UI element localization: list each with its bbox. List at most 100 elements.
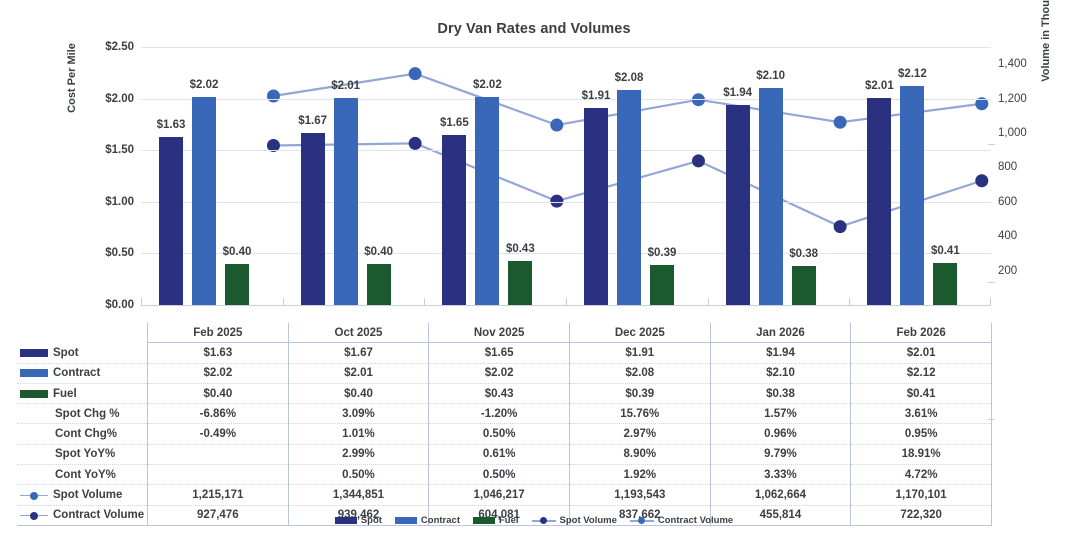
table-row-label-cell: Spot — [17, 342, 148, 364]
category-tick — [141, 298, 142, 305]
line-marker — [550, 118, 564, 132]
gridline — [141, 98, 991, 100]
bar-contract — [758, 88, 783, 305]
table-row: Spot $1.63 $1.67 $1.65 $1.91 $1.94 $2.01 — [17, 342, 992, 364]
y-axis-left-ticks: $0.00 $0.50 $1.00 $1.50 $2.00 $2.50 — [62, 41, 134, 311]
line-marker — [266, 89, 280, 103]
legend-label: Fuel — [498, 515, 519, 526]
table-row-label: Cont Chg% — [55, 428, 117, 441]
bar-value-label: $0.40 — [364, 245, 394, 258]
line-marker — [408, 136, 422, 150]
table-cell: 1.01% — [288, 423, 430, 445]
table-cell: 1.92% — [569, 464, 711, 486]
y-axis-right-ticks: 200 400 600 800 1,000 1,200 1,400 — [988, 47, 1046, 421]
y-axis-right-tick-label: 1,400 — [998, 58, 1027, 71]
bar-contract — [192, 96, 216, 305]
line-marker — [691, 93, 705, 107]
gridline — [141, 253, 991, 255]
legend-label: Contract Volume — [657, 515, 734, 526]
volume-lines — [266, 67, 989, 234]
table-cell: $0.40 — [147, 383, 289, 405]
legend-item[interactable]: Spot Volume — [531, 515, 617, 526]
legend-line-marker-icon — [20, 511, 48, 520]
bar-contract — [333, 97, 358, 305]
table-cell: 1,062,664 — [710, 484, 852, 506]
legend-swatch-icon — [20, 369, 48, 378]
table-row-label-cell: Spot Chg % — [17, 403, 148, 425]
table-column-header: Jan 2026 — [710, 323, 852, 344]
legend-item[interactable]: Contract Volume — [629, 515, 734, 526]
bar-fuel — [933, 262, 958, 305]
legend-line-marker-icon — [629, 516, 654, 525]
bar-value-label: $2.01 — [331, 79, 361, 92]
legend-item[interactable]: Spot — [334, 515, 382, 526]
table-row-label: Spot Volume — [53, 489, 123, 502]
legend-line-marker-icon — [531, 516, 556, 525]
y-axis-left-tick-label: $2.00 — [105, 92, 134, 105]
table-row-label: Fuel — [53, 387, 77, 400]
bar-value-label: $0.38 — [789, 247, 819, 260]
table-cell: 1,046,217 — [428, 484, 570, 506]
table-cell: $2.01 — [288, 363, 430, 384]
table-column-header: Nov 2025 — [428, 323, 570, 344]
table-cell: 722,320 — [850, 505, 992, 526]
line-marker — [408, 67, 422, 81]
table-row: Spot Chg % -6.86% 3.09% -1.20% 15.76% 1.57% 3.… — [17, 403, 992, 425]
table-cell: 837,662 — [569, 505, 711, 526]
table-row: Cont Chg% -0.49% 1.01% 0.50% 2.97% 0.96% 0.95% — [17, 423, 992, 445]
table-cell: 4.72% — [850, 464, 992, 486]
table-cell: -1.20% — [428, 403, 570, 425]
bar-fuel — [366, 263, 391, 305]
legend-swatch-icon — [20, 389, 48, 398]
bar-contract — [900, 86, 925, 305]
category-tick — [424, 298, 426, 305]
table-body: Spot $1.63 $1.67 $1.65 $1.91 $1.94 $2.01 Contra… — [17, 342, 992, 526]
table-cell: $0.38 — [710, 383, 852, 405]
table-row-label-cell: Contract Volume — [17, 505, 148, 526]
table-cell: $0.41 — [850, 383, 992, 405]
bar-fuel — [508, 260, 533, 305]
y-axis-right-tick-mark — [988, 144, 995, 146]
bar-value-label: $2.10 — [756, 70, 786, 83]
y-axis-right-tick-mark — [988, 419, 995, 421]
table-cell: 1,193,543 — [569, 484, 711, 506]
table-row: Cont YoY% 0.50% 0.50% 1.92% 3.33% 4.72% — [17, 464, 992, 486]
gridline — [141, 305, 991, 306]
bar-value-label: $1.65 — [439, 116, 469, 129]
y-axis-right-tick-label: 800 — [988, 161, 1044, 283]
table-cell: 1,215,171 — [147, 484, 289, 506]
legend-item[interactable]: Fuel — [472, 515, 519, 526]
table-row: Contract $2.02 $2.01 $2.02 $2.08 $2.10 $2.12 — [17, 363, 992, 384]
bar-value-label: $0.39 — [647, 246, 677, 259]
line-marker — [975, 174, 989, 188]
chart-area: Dry Van Rates and Volumes Cost Per Mile … — [62, 0, 1052, 421]
gridline — [141, 201, 991, 203]
data-table: Feb 2025 Oct 2025 Nov 2025 Dec 2025 Jan 2026… — [17, 323, 992, 526]
y-axis-right-tick-label: 400 — [988, 230, 1044, 421]
gridline — [141, 47, 991, 48]
category-tick — [849, 298, 851, 305]
y-axis-right-tick-label: 1,000 — [998, 127, 1027, 139]
bar-value-label: $1.91 — [581, 89, 611, 102]
legend-label: Spot — [360, 515, 382, 526]
table-cell: -0.49% — [147, 423, 289, 445]
legend-swatch-icon — [394, 517, 417, 524]
table-row-label: Contract — [53, 367, 101, 380]
bar-spot — [300, 132, 325, 305]
line-marker — [975, 97, 989, 111]
table-cell: 927,476 — [147, 505, 289, 526]
table-cell: 1,344,851 — [288, 484, 430, 506]
table-cell — [147, 444, 289, 466]
y-axis-right-tick-label: 1,200 — [988, 93, 1044, 146]
table-cell: 455,814 — [710, 505, 852, 526]
table-row-label: Contract Volume — [53, 509, 145, 522]
legend-item[interactable]: Contract — [394, 515, 460, 526]
table-row-label-cell: Spot Volume — [17, 484, 148, 506]
table-row-label: Spot — [53, 346, 79, 359]
table-cell: $1.91 — [569, 342, 711, 364]
y-axis-left-tick-label: $0.50 — [105, 247, 134, 260]
table-cell: 18.91% — [850, 444, 992, 466]
bar-value-label: $0.40 — [222, 245, 252, 258]
bar-contract — [475, 96, 500, 305]
